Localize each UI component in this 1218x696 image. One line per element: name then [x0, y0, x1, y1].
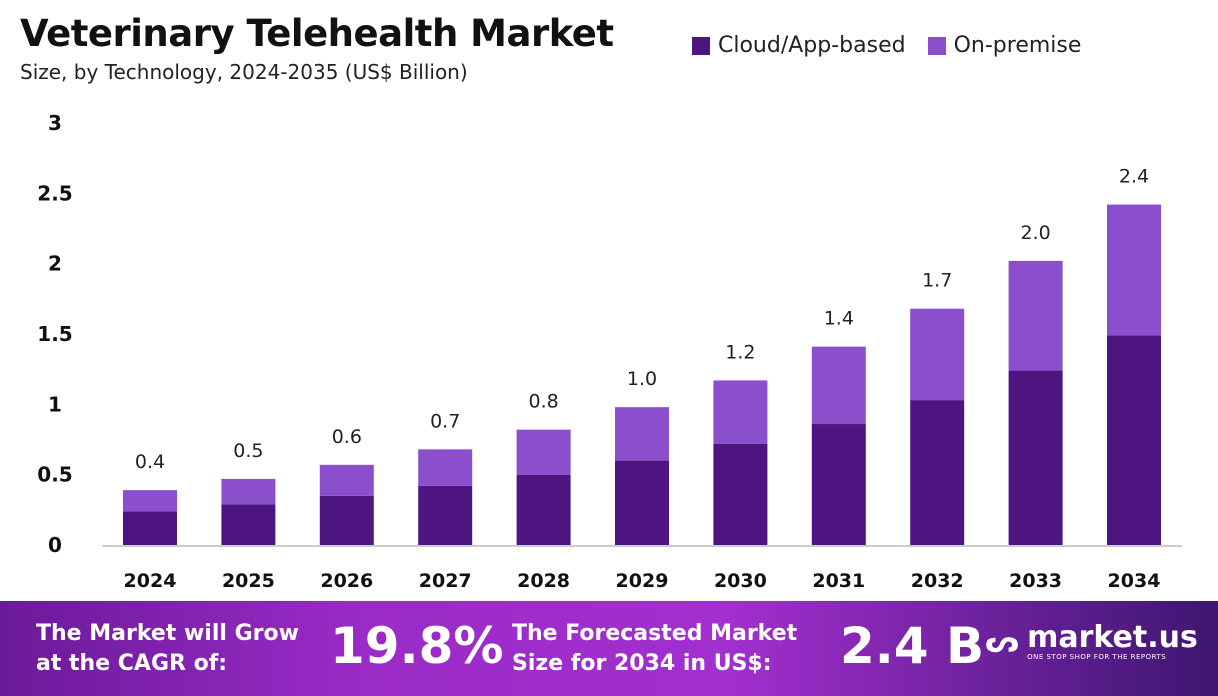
cagr-label-line: The Market will Grow: [36, 621, 299, 646]
data-label: 0.6: [332, 426, 362, 448]
bar-on-premise-2031: [811, 346, 866, 425]
y-tick-label: 2: [48, 252, 62, 276]
bar-on-premise-2024: [123, 490, 177, 512]
bar-cloud-2028: [516, 474, 571, 545]
brand-logo-icon: ᔕ: [985, 624, 1020, 660]
y-tick-label: 3: [48, 111, 62, 135]
x-tick-label: 2025: [222, 570, 275, 592]
footer-banner: The Market will Grow at the CAGR of: 19.8…: [0, 601, 1218, 696]
bar-cloud-2030: [713, 443, 768, 545]
data-label: 0.7: [430, 410, 460, 432]
bar-cloud-2031: [811, 424, 866, 545]
brand-logo: ᔕ market.us ONE STOP SHOP FOR THE REPORTS: [985, 620, 1198, 662]
x-tick-label: 2024: [124, 570, 177, 592]
y-tick-label: 0: [48, 533, 62, 557]
bar-cloud-2032: [910, 400, 965, 545]
data-label: 0.5: [233, 440, 263, 462]
data-label: 1.0: [627, 368, 657, 390]
bar-cloud-2029: [615, 460, 669, 545]
chart-subtitle: Size, by Technology, 2024-2035 (US$ Bill…: [20, 60, 468, 84]
bar-on-premise-2026: [319, 464, 374, 496]
legend-label: On-premise: [953, 33, 1082, 58]
forecast-label: The Forecasted Market Size for 2034 in US…: [512, 619, 797, 679]
bar-on-premise-2034: [1107, 204, 1161, 336]
x-tick-label: 2026: [320, 570, 373, 592]
data-label: 0.4: [135, 451, 165, 473]
x-tick-label: 2028: [517, 570, 570, 592]
x-tick-label: 2030: [714, 570, 767, 592]
bar-on-premise-2032: [910, 308, 965, 401]
cagr-value: 19.8%: [330, 617, 504, 675]
bar-cloud-2027: [418, 485, 473, 545]
y-tick-label: 2.5: [37, 181, 72, 205]
data-label: 2.4: [1119, 166, 1149, 188]
bar-cloud-2026: [319, 495, 374, 545]
bar-on-premise-2025: [221, 478, 276, 505]
bar-cloud-2024: [123, 511, 177, 545]
data-label: 1.4: [824, 308, 854, 330]
x-tick-label: 2032: [911, 570, 964, 592]
bar-on-premise-2027: [418, 449, 473, 486]
brand-tagline: ONE STOP SHOP FOR THE REPORTS: [1027, 653, 1167, 661]
brand-name: market.us: [1027, 620, 1198, 655]
legend-swatch-cloud: [692, 36, 710, 55]
x-tick-label: 2033: [1009, 570, 1062, 592]
data-label: 0.8: [528, 391, 558, 413]
data-label: 2.0: [1020, 222, 1050, 244]
x-tick-label: 2034: [1108, 570, 1161, 592]
forecast-label-line: Size for 2034 in US$:: [512, 651, 772, 676]
bar-on-premise-2029: [615, 407, 669, 461]
cagr-label: The Market will Grow at the CAGR of:: [36, 619, 299, 679]
data-label: 1.2: [725, 341, 755, 363]
chart-title: Veterinary Telehealth Market: [20, 12, 614, 55]
cagr-label-line: at the CAGR of:: [36, 651, 228, 676]
legend-label: Cloud/App-based: [718, 33, 906, 58]
legend-item-cloud: Cloud/App-based: [692, 33, 906, 58]
bar-on-premise-2028: [516, 429, 571, 475]
y-tick-label: 0.5: [37, 463, 72, 487]
bar-chart: 0 0.5 1 1.5 2 2.5 3 0.4 2024 0.5 2025 0.6 2026 0.7 202…: [37, 111, 1182, 592]
bar-cloud-2034: [1107, 335, 1161, 545]
x-tick-label: 2027: [419, 570, 472, 592]
x-tick-label: 2031: [812, 570, 865, 592]
x-tick-label: 2029: [616, 570, 669, 592]
legend-item-on-premise: On-premise: [927, 33, 1082, 58]
bar-on-premise-2030: [713, 380, 768, 444]
bar-cloud-2025: [221, 504, 276, 545]
legend: Cloud/App-based On-premise: [692, 33, 1081, 58]
forecast-label-line: The Forecasted Market: [512, 621, 798, 646]
bar-cloud-2033: [1008, 370, 1063, 545]
y-tick-label: 1.5: [37, 322, 72, 346]
forecast-value: 2.4 B: [840, 617, 985, 675]
y-tick-label: 1: [48, 392, 62, 416]
bar-on-premise-2033: [1008, 260, 1063, 371]
data-label: 1.7: [922, 270, 952, 292]
legend-swatch-on-premise: [927, 36, 946, 55]
